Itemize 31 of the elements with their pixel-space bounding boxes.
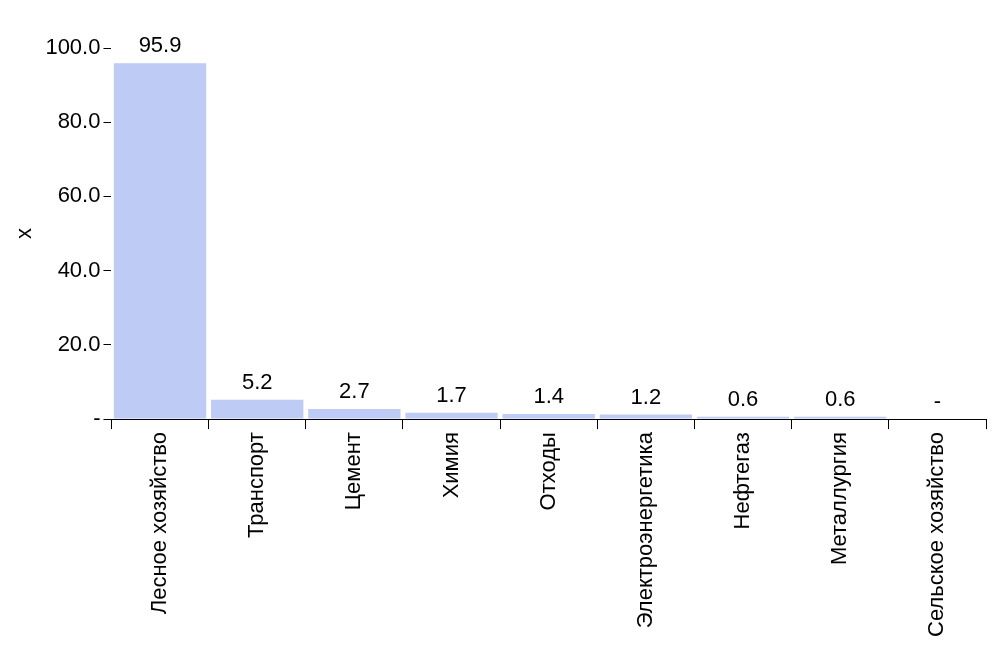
bar (211, 399, 304, 419)
y-tick-label: 40.0 (57, 256, 101, 282)
data-label: - (933, 388, 942, 414)
data-label: 0.6 (727, 385, 759, 411)
bar (502, 413, 595, 419)
bar (599, 414, 693, 419)
y-axis-title: x (11, 228, 37, 240)
y-tick-label: 20.0 (57, 330, 101, 356)
x-tick-label: Транспорт (243, 432, 269, 538)
x-tick-label: Химия (437, 432, 463, 499)
bar (113, 63, 207, 419)
data-label: 1.2 (630, 383, 662, 409)
x-tick-label: Лесное хозяйство (146, 432, 172, 615)
x-tick-label: Нефтегаз (729, 432, 755, 530)
bar (405, 412, 498, 419)
x-tick-label: Цемент (340, 432, 366, 511)
data-label: 5.2 (241, 368, 273, 394)
x-tick-label: Отходы (534, 432, 560, 511)
y-tick-label: 100.0 (45, 34, 101, 60)
data-label: 0.6 (824, 385, 856, 411)
data-label: 2.7 (339, 378, 370, 404)
data-label: 1.4 (533, 382, 565, 408)
x-tick-label: Электроэнергетика (631, 431, 657, 629)
x-tick-label: Сельское хозяйство (923, 432, 949, 638)
y-tick-label: 60.0 (57, 182, 101, 208)
x-tick-label: Металлургия (826, 432, 852, 566)
bar (308, 409, 401, 419)
y-tick-label: 80.0 (57, 108, 101, 134)
data-label: 95.9 (138, 32, 182, 58)
y-tick-label: - (93, 405, 101, 431)
data-label: 1.7 (436, 381, 467, 407)
